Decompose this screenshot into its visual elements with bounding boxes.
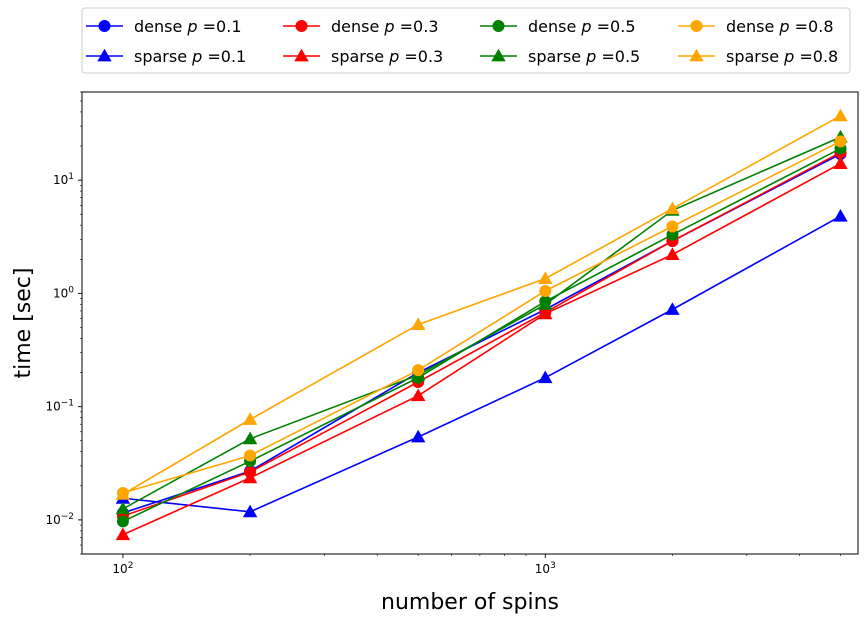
- legend-label: dense p =0.5: [528, 17, 636, 36]
- data-point: [666, 228, 679, 241]
- data-point: [242, 431, 258, 445]
- data-point: [665, 302, 680, 315]
- y-axis: 10−2 10−1 100 101: [45, 91, 82, 555]
- data-point: [665, 247, 680, 260]
- legend-frame: [81, 7, 851, 74]
- series-sparse-p0.1: [115, 209, 848, 518]
- data-point: [412, 364, 425, 377]
- data-point: [666, 220, 679, 233]
- data-point: [833, 209, 848, 222]
- data-point: [538, 271, 553, 284]
- legend-marker: [97, 48, 112, 62]
- legend-marker: [294, 48, 309, 62]
- data-point: [116, 515, 129, 528]
- legend-item: dense p =0.5: [480, 17, 636, 36]
- legend-label: sparse p =0.5: [528, 47, 640, 66]
- data-point: [833, 156, 848, 169]
- data-point: [538, 297, 553, 310]
- series-line: [122, 215, 841, 513]
- data-point: [244, 449, 257, 462]
- data-point: [665, 201, 680, 215]
- legend-label: dense p =0.3: [331, 17, 439, 36]
- data-point: [411, 429, 426, 443]
- x-axis-title: number of spins: [381, 590, 559, 615]
- data-point: [834, 135, 847, 148]
- legend-marker: [491, 48, 506, 62]
- legend-label: sparse p =0.3: [331, 47, 443, 66]
- series-line: [122, 151, 841, 517]
- series-line: [122, 115, 841, 496]
- y-tick-label: 10−2: [45, 512, 74, 527]
- legend-marker: [492, 20, 505, 32]
- data-point: [411, 317, 426, 330]
- x-axis: 102 103: [112, 554, 841, 576]
- data-point: [242, 412, 258, 425]
- legend-label: dense p =0.8: [726, 17, 834, 36]
- data-point: [115, 501, 131, 515]
- data-point: [538, 370, 553, 384]
- plot-frame: [81, 91, 859, 555]
- legend-marker: [98, 20, 111, 32]
- legend-item: sparse p =0.3: [283, 47, 443, 66]
- legend-marker: [690, 20, 703, 32]
- legend-marker: [689, 48, 704, 62]
- legend-label: sparse p =0.1: [134, 47, 246, 66]
- x-tick-label: 102: [112, 561, 133, 576]
- y-tick-label: 100: [53, 285, 74, 300]
- legend-marker: [295, 20, 308, 32]
- legend-item: dense p =0.1: [86, 17, 242, 36]
- series-line: [122, 162, 841, 536]
- series-line: [122, 140, 841, 494]
- data-point: [538, 306, 553, 320]
- legend-item: dense p =0.8: [678, 17, 834, 36]
- data-point: [242, 504, 258, 518]
- series-sparse-p0.3: [115, 156, 848, 541]
- legend-item: dense p =0.3: [283, 17, 439, 36]
- data-point: [539, 284, 552, 297]
- legend-label: sparse p =0.8: [726, 47, 838, 66]
- legend-label: dense p =0.1: [134, 17, 242, 36]
- y-tick-label: 101: [53, 172, 74, 187]
- legend-item: sparse p =0.8: [678, 47, 838, 66]
- data-point: [833, 108, 848, 122]
- data-point: [411, 388, 426, 402]
- legend: dense p =0.1 sparse p =0.1 dense p =0.3 spa…: [81, 7, 851, 74]
- series-line: [122, 136, 841, 510]
- x-tick-label: 103: [535, 561, 556, 576]
- y-tick-label: 10−1: [45, 399, 74, 414]
- data-point: [242, 470, 258, 484]
- series-sparse-p0.8: [115, 108, 848, 500]
- series-layer: [115, 108, 848, 541]
- data-point: [115, 527, 131, 541]
- legend-item: sparse p =0.1: [86, 47, 246, 66]
- y-axis-title: time [sec]: [11, 268, 36, 379]
- legend-item: sparse p =0.5: [480, 47, 640, 66]
- data-point: [115, 487, 131, 500]
